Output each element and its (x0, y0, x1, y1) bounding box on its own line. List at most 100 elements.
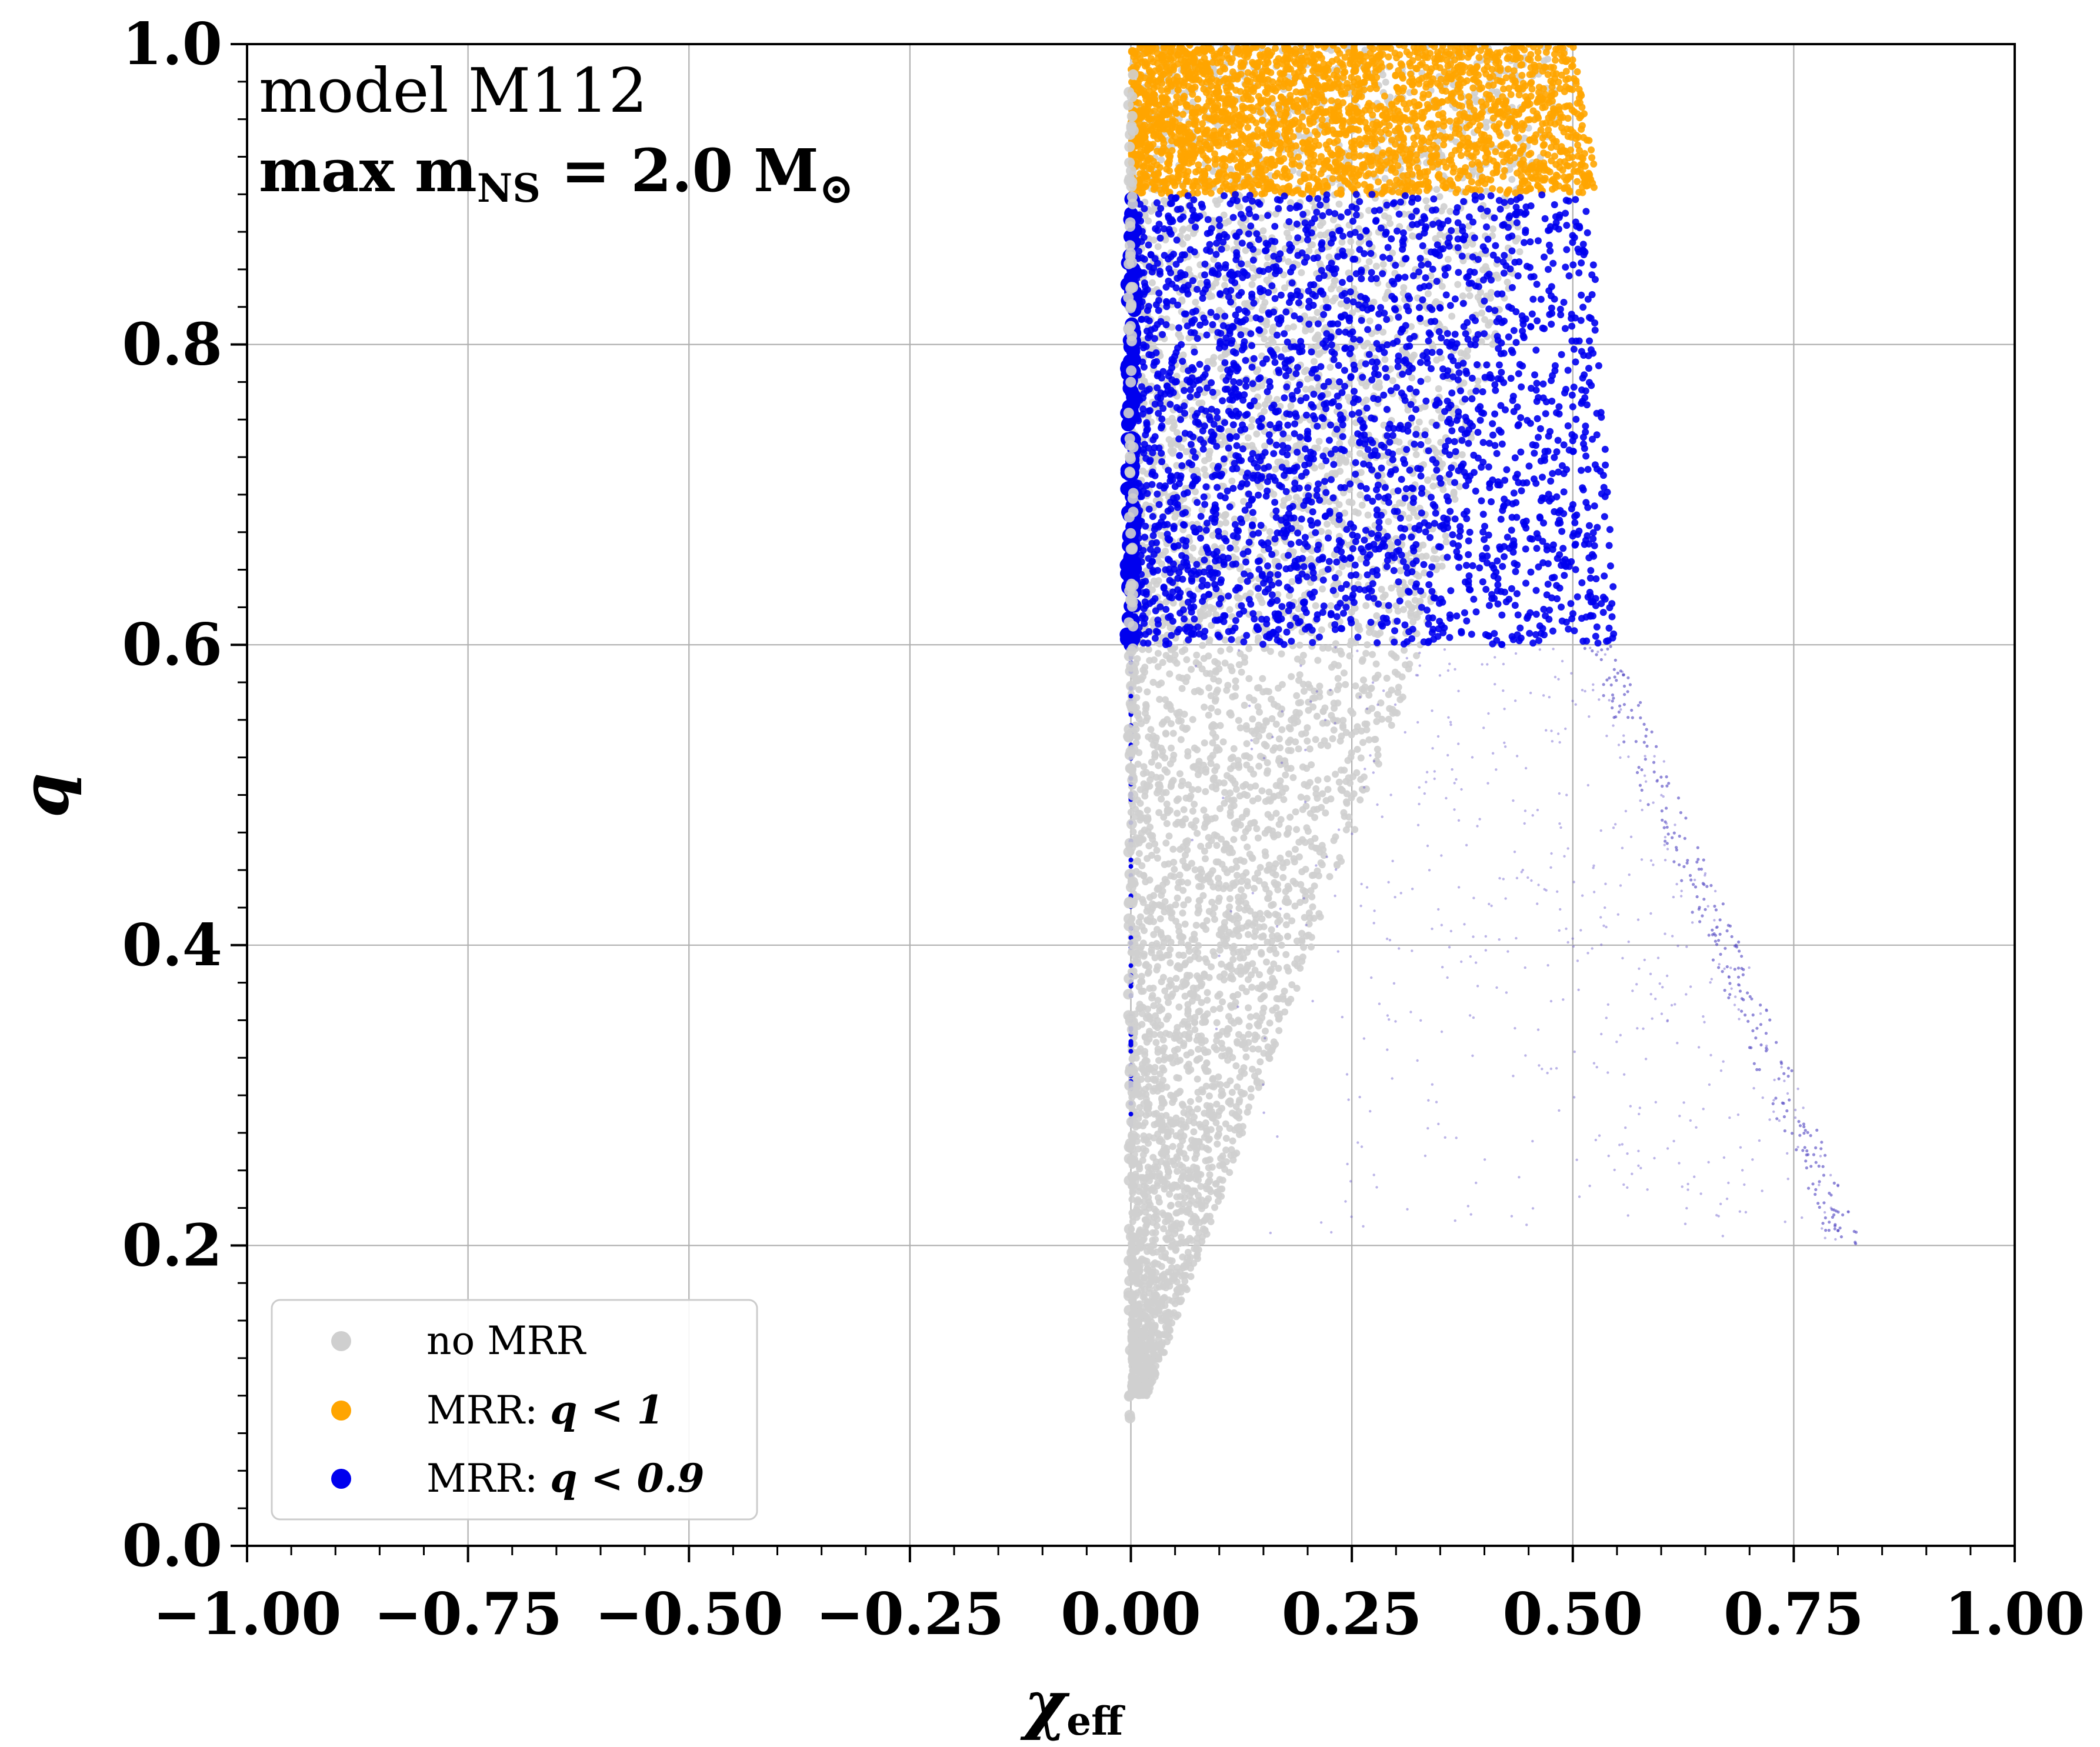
no-mrr-point-2523 (1153, 846, 1161, 854)
no-mrr-point-2569 (1205, 1164, 1212, 1172)
no-mrr-point-1848 (1216, 805, 1224, 812)
no-mrr-point-4708 (1324, 521, 1331, 528)
no-mrr-point-2324 (1252, 1012, 1260, 1020)
no-mrr-point-2459 (1186, 972, 1194, 979)
no-mrr-point-411 (1216, 1005, 1224, 1012)
no-mrr-point-4783 (1439, 460, 1446, 468)
no-mrr-point-1855 (1246, 907, 1254, 915)
no-mrr-point-1773 (1172, 975, 1180, 982)
no-mrr-point-2965 (1335, 201, 1343, 208)
no-mrr-point-2472 (1214, 708, 1222, 716)
no-mrr-point-2437 (1189, 984, 1197, 992)
no-mrr-point-2469 (1214, 1198, 1222, 1205)
no-mrr-point-539 (1247, 1085, 1255, 1093)
no-mrr-point-1062 (1221, 789, 1228, 796)
no-mrr-point-2406 (1196, 1055, 1204, 1062)
no-mrr-point-2564 (1176, 1298, 1184, 1305)
no-mrr-point-2172 (1225, 913, 1233, 921)
no-mrr-point-2353 (1254, 703, 1262, 711)
no-mrr-point-1793 (1149, 1087, 1157, 1095)
no-mrr-point-1768 (1179, 675, 1186, 682)
no-mrr-point-3088 (1436, 193, 1444, 201)
no-mrr-point-2109 (1162, 839, 1170, 847)
no-mrr-point-2166 (1158, 943, 1166, 951)
no-mrr-point-2543 (1163, 951, 1171, 959)
no-mrr-point-1450 (1214, 1140, 1221, 1148)
no-mrr-point-219 (1194, 909, 1202, 917)
no-mrr-point-1895 (1174, 1209, 1181, 1216)
no-mrr-point-885 (1232, 1062, 1240, 1069)
no-mrr-point-3068 (1364, 339, 1371, 347)
no-mrr-point-1588 (1208, 705, 1215, 712)
no-mrr-point-2118 (1288, 981, 1296, 989)
no-mrr-point-396 (1171, 866, 1178, 873)
no-mrr-point-1476 (1201, 704, 1208, 711)
no-mrr-point-2512 (1169, 1099, 1176, 1106)
no-mrr-point-4626 (1400, 284, 1408, 291)
no-mrr-point-1797 (1222, 1146, 1230, 1154)
no-mrr-point-2502 (1234, 927, 1241, 935)
no-mrr-point-801 (1330, 699, 1338, 707)
no-mrr-point-4215 (1326, 364, 1334, 371)
no-mrr-point-2497 (1299, 806, 1306, 814)
no-mrr-point-2329 (1312, 736, 1319, 744)
no-mrr-point-1547 (1181, 921, 1189, 928)
no-mrr-point-2222 (1247, 766, 1254, 773)
no-mrr-point-2588 (1134, 1203, 1141, 1211)
no-mrr-point-2403 (1259, 993, 1267, 1001)
no-mrr-point-4153 (1381, 356, 1389, 364)
no-mrr-point-2366 (1187, 792, 1195, 800)
no-mrr-point-3978 (1382, 295, 1389, 302)
no-mrr-point-2276 (1304, 828, 1312, 835)
no-mrr-point-2516 (1265, 688, 1272, 695)
no-mrr-point-405 (1135, 686, 1143, 694)
no-mrr-point-3932 (1375, 384, 1382, 391)
no-mrr-point-2307 (1183, 656, 1191, 664)
no-mrr-point-4643 (1544, 55, 1552, 63)
no-mrr-point-2088 (1245, 944, 1253, 952)
no-mrr-point-2128 (1209, 739, 1216, 746)
no-mrr-point-2568 (1136, 810, 1144, 817)
no-mrr-point-2383 (1135, 1229, 1143, 1236)
no-mrr-point-1215 (1242, 810, 1250, 818)
no-mrr-point-1073 (1162, 652, 1170, 659)
no-mrr-point-620 (1266, 1019, 1274, 1027)
no-mrr-point-1516 (1249, 1045, 1256, 1053)
no-mrr-point-34 (1211, 916, 1218, 923)
no-mrr-point-890 (1284, 765, 1291, 772)
no-mrr-point-1178 (1340, 809, 1348, 816)
no-mrr-point-2102 (1295, 699, 1302, 706)
no-mrr-point-1886 (1195, 942, 1202, 949)
no-mrr-point-4345 (1354, 509, 1362, 517)
no-mrr-point-635 (1235, 905, 1243, 912)
no-mrr-point-2377 (1265, 895, 1272, 902)
no-mrr-point-2708 (1365, 258, 1373, 265)
no-mrr-point-2034 (1201, 1012, 1209, 1020)
no-mrr-point-894 (1169, 776, 1177, 784)
no-mrr-point-1908 (1168, 1257, 1176, 1265)
no-mrr-point-1865 (1142, 709, 1149, 717)
no-mrr-point-862 (1346, 652, 1354, 660)
no-mrr-point-1191 (1145, 646, 1152, 654)
no-mrr-point-2164 (1169, 845, 1177, 853)
no-mrr-point-2525 (1180, 806, 1188, 814)
no-mrr-point-1352 (1308, 933, 1315, 941)
no-mrr-point-2142 (1210, 675, 1218, 683)
no-mrr-point-3689 (1381, 212, 1388, 220)
no-mrr-point-3527 (1379, 261, 1387, 268)
no-mrr-point-2052 (1142, 1391, 1149, 1399)
no-mrr-point-3878 (1192, 298, 1199, 306)
no-mrr-point-315 (1260, 923, 1268, 931)
no-mrr-point-2535 (1186, 1098, 1194, 1105)
no-mrr-point-1899 (1226, 809, 1234, 816)
no-mrr-point-1757 (1193, 651, 1201, 659)
no-mrr-point-1548 (1184, 752, 1192, 760)
no-mrr-point-969 (1274, 919, 1282, 926)
no-mrr-point-1549 (1260, 1049, 1268, 1057)
no-mrr-point-3512 (1458, 451, 1466, 458)
no-mrr-point-2856 (1318, 462, 1325, 470)
no-mrr-point-1749 (1308, 843, 1315, 851)
no-mrr-point-2447 (1211, 1043, 1218, 1051)
no-mrr-point-2474 (1235, 716, 1242, 724)
no-mrr-point-1537 (1184, 1249, 1192, 1256)
